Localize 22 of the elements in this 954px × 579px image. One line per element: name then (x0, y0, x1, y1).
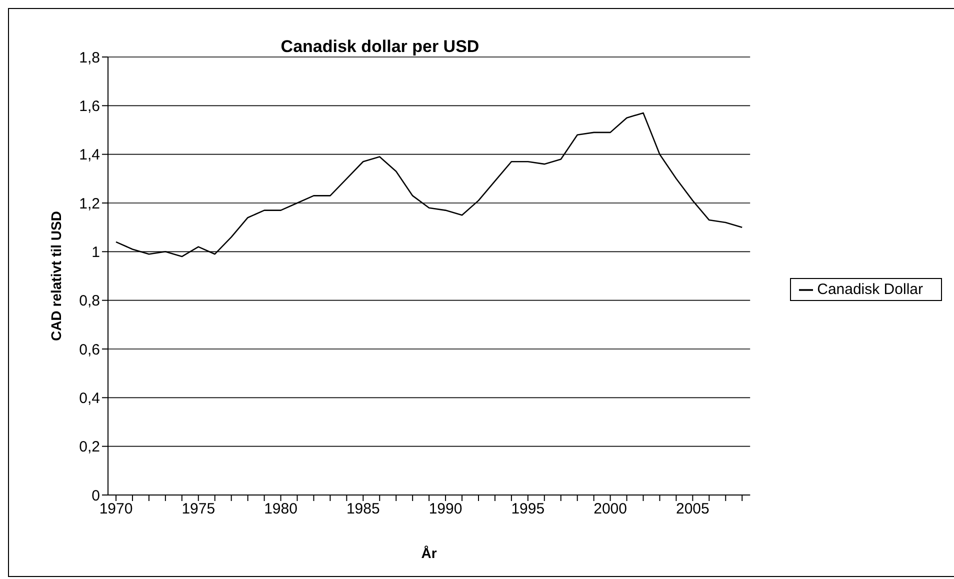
x-tick-label: 1980 (264, 500, 298, 518)
legend-label: Canadisk Dollar (817, 281, 923, 298)
x-tick-label: 1995 (511, 500, 545, 518)
y-tick-label: 0,6 (79, 341, 100, 358)
x-tick-label: 2005 (676, 500, 710, 518)
y-tick-label: 0,2 (79, 438, 100, 456)
x-tick-label: 1970 (99, 500, 133, 518)
x-tick-label: 1990 (428, 500, 462, 518)
y-tick-label: 1,6 (79, 98, 100, 115)
x-tick-label: 2000 (594, 500, 627, 518)
y-tick-label: 1 (92, 244, 100, 261)
y-tick-label: 0,8 (79, 292, 100, 310)
x-tick-label: 1985 (346, 500, 380, 518)
x-axis-title: År (420, 545, 438, 561)
y-tick-label: 0 (92, 487, 100, 504)
y-axis-title: CAD relativt til USD (48, 211, 64, 341)
y-tick-label: 1,8 (79, 49, 100, 66)
y-tick-label: 0,4 (79, 390, 100, 407)
chart-title: Canadisk dollar per USD (280, 37, 480, 56)
y-tick-label: 1,4 (79, 146, 100, 164)
x-tick-label: 1975 (182, 500, 216, 518)
y-tick-label: 1,2 (79, 195, 100, 212)
